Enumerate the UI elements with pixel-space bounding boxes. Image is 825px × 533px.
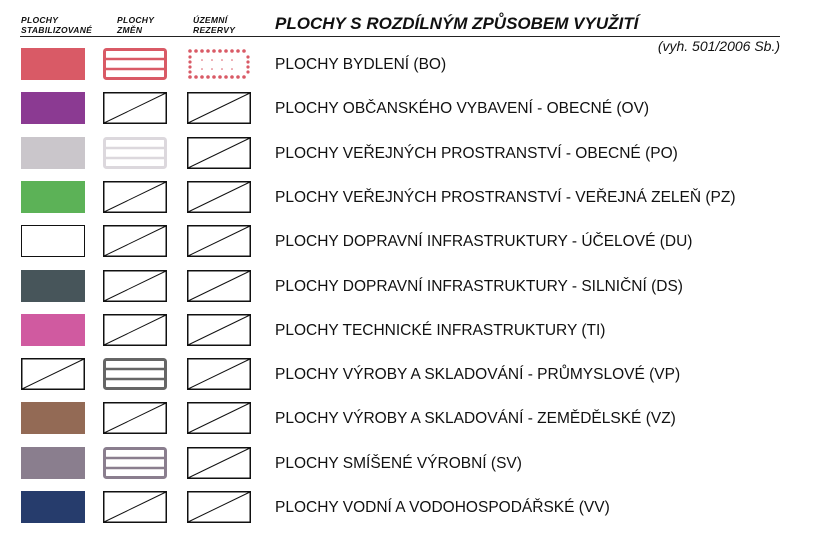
stabilized-symbol-fill — [21, 48, 85, 80]
stabilized-symbol-fill — [21, 136, 85, 169]
reserve-symbol-hatch — [187, 313, 251, 346]
reserve-symbol-hatch — [187, 225, 251, 258]
stabilized-symbol-fill — [21, 225, 85, 258]
legend-label: PLOCHY VODNÍ A VODOHOSPODÁŘSKÉ (VV) — [275, 499, 610, 516]
column-header-stabilized: PLOCHY STABILIZOVANÉ — [21, 15, 93, 35]
reserve-symbol-hatch — [187, 358, 251, 391]
change-symbol-hatch — [103, 92, 167, 125]
reserve-symbol-hatch — [187, 269, 251, 302]
stabilized-symbol-fill — [21, 313, 85, 346]
change-symbol-hatch — [103, 225, 167, 258]
legend-row: PLOCHY BYDLENÍ (BO) — [0, 48, 825, 82]
reserve-symbol-dots — [187, 48, 251, 80]
change-symbol-frame — [103, 358, 167, 391]
legend-label: PLOCHY VÝROBY A SKLADOVÁNÍ - PRŮMYSLOVÉ … — [275, 366, 681, 384]
reserve-symbol-hatch — [187, 402, 251, 435]
legend-row: PLOCHY SMÍŠENÉ VÝROBNÍ (SV) — [0, 446, 825, 481]
legend-row: PLOCHY VÝROBY A SKLADOVÁNÍ - ZEMĚDĚLSKÉ … — [0, 402, 825, 436]
change-symbol-hatch — [103, 180, 167, 213]
reserve-symbol-hatch — [187, 136, 251, 169]
stabilized-symbol-fill — [21, 180, 85, 213]
reserve-symbol-hatch — [187, 92, 251, 125]
legend-row: PLOCHY TECHNICKÉ INFRASTRUKTURY (TI) — [0, 313, 825, 348]
legend-row: PLOCHY DOPRAVNÍ INFRASTRUKTURY - ÚČELOVÉ… — [0, 225, 825, 259]
change-symbol-frame — [103, 446, 167, 479]
stabilized-symbol-fill — [21, 491, 85, 523]
legend-row: PLOCHY OBČANSKÉHO VYBAVENÍ - OBECNÉ (OV) — [0, 92, 825, 126]
change-symbol-hatch — [103, 269, 167, 302]
header-divider — [20, 36, 780, 37]
legend-row: PLOCHY VODNÍ A VODOHOSPODÁŘSKÉ (VV) — [0, 491, 825, 525]
legend-label: PLOCHY TECHNICKÉ INFRASTRUKTURY (TI) — [275, 321, 606, 339]
stabilized-symbol-fill — [21, 92, 85, 125]
change-symbol-hatch — [103, 313, 167, 346]
legend-label: PLOCHY VEŘEJNÝCH PROSTRANSTVÍ - OBECNÉ (… — [275, 144, 678, 162]
change-symbol-frame — [103, 136, 167, 169]
change-symbol-hatch — [103, 402, 167, 435]
column-header-changes: PLOCHY ZMĚN — [117, 15, 155, 35]
legend-label: PLOCHY OBČANSKÉHO VYBAVENÍ - OBECNÉ (OV) — [275, 100, 650, 118]
legend-row: PLOCHY VEŘEJNÝCH PROSTRANSTVÍ - VEŘEJNÁ … — [0, 180, 825, 215]
stabilized-symbol-fill — [21, 269, 85, 302]
legend-row: PLOCHY DOPRAVNÍ INFRASTRUKTURY - SILNIČN… — [0, 269, 825, 304]
legend-label: PLOCHY VEŘEJNÝCH PROSTRANSTVÍ - VEŘEJNÁ … — [275, 188, 736, 206]
stabilized-symbol-hatch — [21, 358, 85, 391]
legend-label: PLOCHY DOPRAVNÍ INFRASTRUKTURY - ÚČELOVÉ… — [275, 233, 693, 251]
column-header-reserves: ÚZEMNÍ REZERVY — [193, 15, 236, 35]
reserve-symbol-hatch — [187, 180, 251, 213]
legend-label: PLOCHY DOPRAVNÍ INFRASTRUKTURY - SILNIČN… — [275, 277, 683, 295]
legend-label: PLOCHY SMÍŠENÉ VÝROBNÍ (SV) — [275, 454, 522, 472]
legend-row: PLOCHY VÝROBY A SKLADOVÁNÍ - PRŮMYSLOVÉ … — [0, 358, 825, 392]
legend-label: PLOCHY VÝROBY A SKLADOVÁNÍ - ZEMĚDĚLSKÉ … — [275, 410, 676, 428]
legend-row: PLOCHY VEŘEJNÝCH PROSTRANSTVÍ - OBECNÉ (… — [0, 136, 825, 171]
reserve-symbol-hatch — [187, 446, 251, 479]
reserve-symbol-hatch — [187, 491, 251, 523]
legend-title: PLOCHY S ROZDÍLNÝM ZPŮSOBEM VYUŽITÍ — [275, 14, 639, 33]
stabilized-symbol-fill — [21, 446, 85, 479]
legend-subtitle: (vyh. 501/2006 Sb.) — [657, 38, 780, 54]
stabilized-symbol-fill — [21, 402, 85, 435]
legend-label: PLOCHY BYDLENÍ (BO) — [275, 56, 447, 73]
change-symbol-frame — [103, 48, 167, 80]
change-symbol-hatch — [103, 491, 167, 523]
